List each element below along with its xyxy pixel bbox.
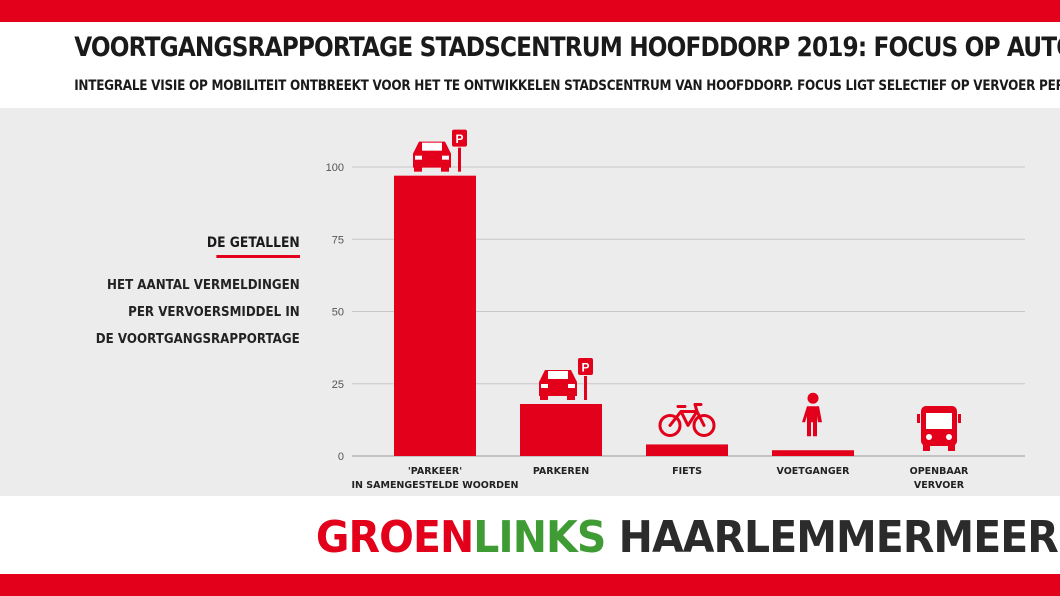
bus-mirror — [917, 414, 920, 423]
x-category-label: 'PARKEER' — [408, 466, 462, 477]
bicycle-icon — [658, 402, 716, 437]
car-wheel — [540, 393, 548, 400]
bus-mirror — [958, 414, 961, 423]
parking-pole — [458, 147, 461, 172]
bar — [394, 175, 476, 457]
car-wheel — [567, 393, 575, 400]
head — [807, 392, 819, 404]
bar — [646, 444, 728, 456]
x-category-label: PARKEREN — [533, 466, 589, 477]
bar — [772, 450, 854, 456]
side-note-line: DE VOORTGANGSRAPPORTAGE — [96, 331, 300, 347]
bar — [520, 403, 602, 456]
x-category-label: VERVOER — [914, 480, 965, 491]
car-wheel — [441, 165, 449, 172]
parking-sign — [452, 129, 467, 147]
y-tick-label: 0 — [338, 451, 344, 463]
bus-wheel — [923, 445, 930, 451]
side-note-line: PER VERVOERSMIDDEL IN — [128, 304, 300, 320]
parking-sign — [578, 357, 593, 375]
parking-pole — [584, 375, 587, 400]
y-tick-label: 50 — [332, 307, 344, 319]
car-light — [442, 155, 449, 160]
car-light — [568, 383, 575, 388]
y-tick-label: 75 — [332, 234, 344, 246]
car-window — [548, 370, 568, 379]
page-title: VOORTGANGSRAPPORTAGE STADSCENTRUM HOOFDD… — [74, 32, 1060, 63]
car-parking-icon: P — [539, 357, 593, 400]
brand-haarlemmermeer: HAARLEMMERMEER — [605, 512, 1059, 563]
page-subtitle: INTEGRALE VISIE OP MOBILITEIT ONTBREEKT … — [74, 78, 1060, 94]
brand-links: LINKS — [473, 512, 606, 563]
parking-letter: P — [581, 360, 589, 374]
brand-groen: GROEN — [316, 512, 474, 563]
bicycle-frame — [668, 402, 706, 427]
car-wheel — [414, 165, 422, 172]
bus-window — [926, 413, 952, 429]
side-note: DE GETALLEN HET AANTAL VERMELDINGEN PER … — [96, 235, 300, 353]
pedestrian-icon — [802, 392, 822, 437]
car-window — [422, 142, 442, 151]
y-tick-label: 100 — [326, 162, 344, 174]
bus-wheel — [948, 445, 955, 451]
side-note-heading: DE GETALLEN — [207, 235, 300, 251]
top-band — [0, 0, 1060, 22]
side-note-line: HET AANTAL VERMELDINGEN — [107, 277, 300, 293]
side-note-underline — [216, 255, 300, 258]
y-tick-label: 25 — [332, 379, 344, 391]
car-light — [541, 383, 548, 388]
parking-letter: P — [455, 132, 463, 146]
wheel — [692, 413, 716, 437]
bus-light — [946, 434, 952, 440]
x-category-label: FIETS — [672, 466, 702, 477]
bottom-band — [0, 574, 1060, 596]
x-category-label: VOETGANGER — [777, 466, 851, 477]
bus-light — [926, 434, 932, 440]
car-light — [415, 155, 422, 160]
x-category-label: OPENBAAR — [910, 466, 969, 477]
x-category-label: IN SAMENGESTELDE WOORDEN — [352, 480, 519, 491]
wheel — [658, 413, 682, 437]
bus-icon — [917, 406, 961, 451]
car-parking-icon: P — [413, 129, 467, 172]
body — [802, 406, 822, 437]
brand-logo: GROENLINKS HAARLEMMERMEER — [0, 512, 1060, 563]
